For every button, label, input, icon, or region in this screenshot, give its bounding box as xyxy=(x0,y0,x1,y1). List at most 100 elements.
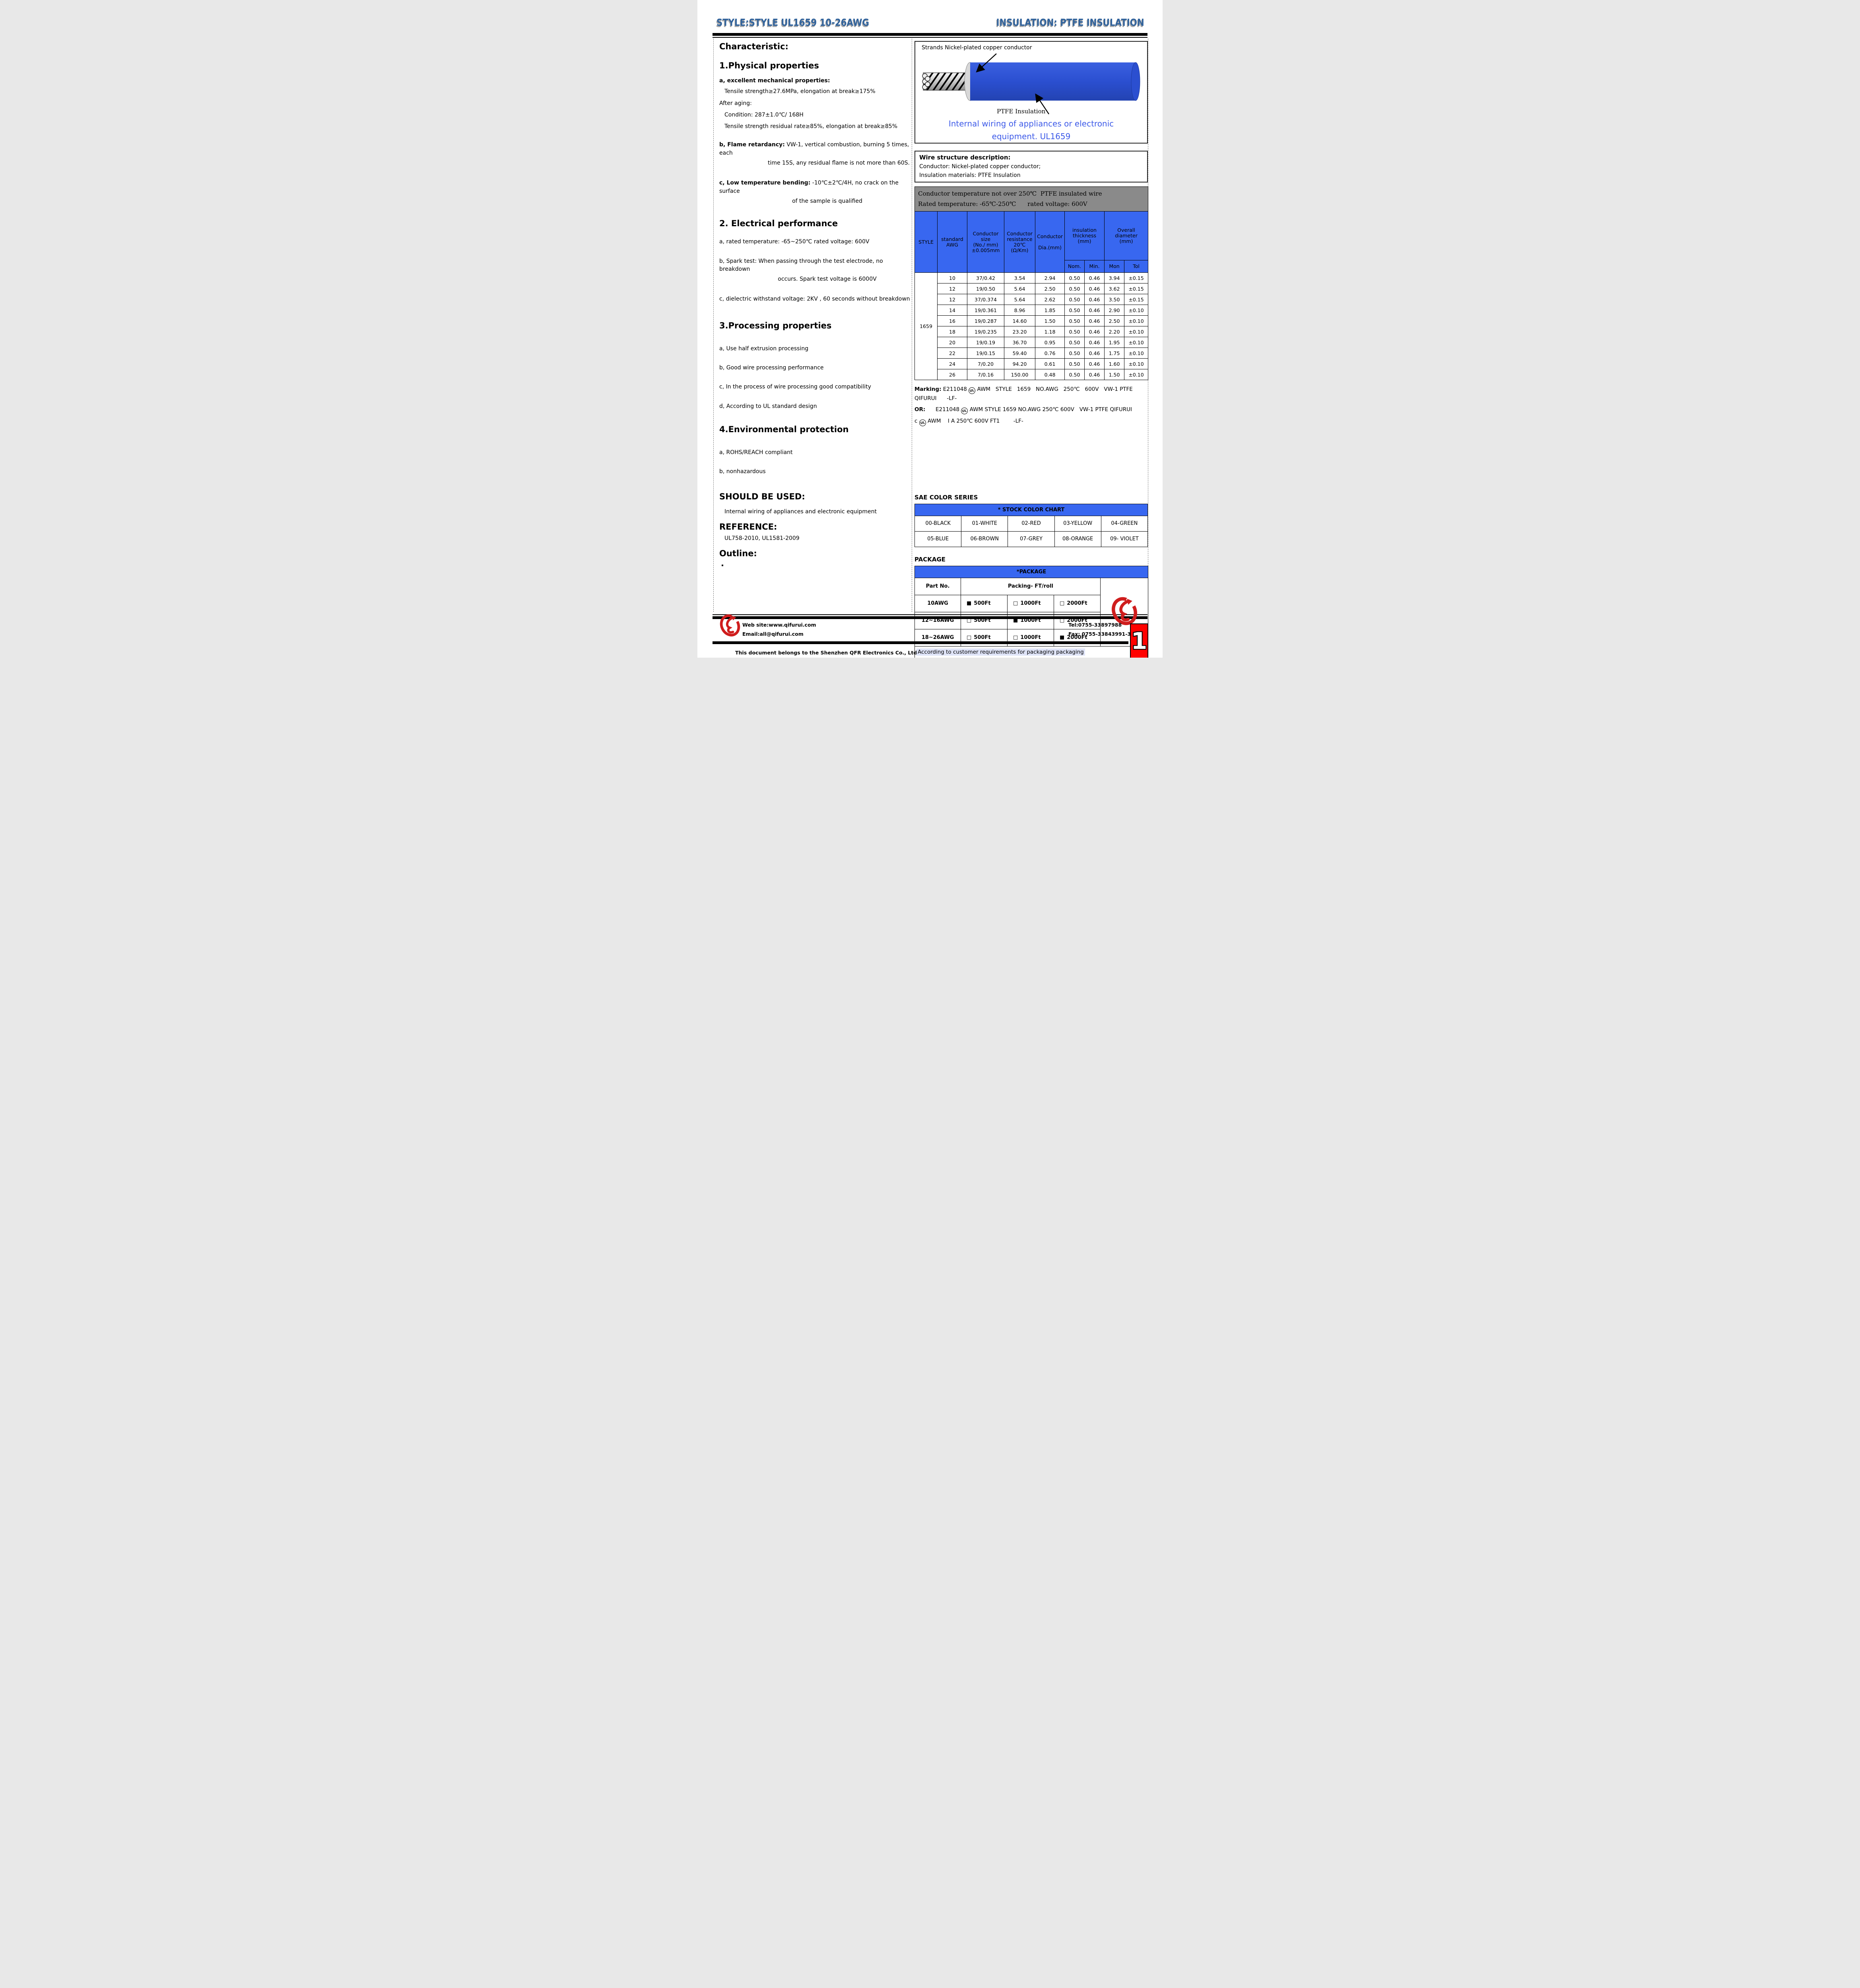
environmental-protection-title: 4.Environmental protection xyxy=(719,424,849,434)
structure-conductor: Conductor: Nickel-plated copper conducto… xyxy=(919,163,1041,170)
wire-structure-box: Wire structure description: Conductor: N… xyxy=(914,151,1148,182)
spec-row: 16 19/0.287 14.60 1.50 0.50 0.46 2.50 ±0.10 xyxy=(915,315,1149,326)
outline-period xyxy=(722,565,723,567)
col-resistance: Conductor resistance 20℃ (Ω/Km) xyxy=(1004,211,1035,273)
left-column: Characteristic: 1.Physical properties a,… xyxy=(714,38,911,567)
qfr-logo xyxy=(1111,597,1137,625)
email-link[interactable]: Email:all@qifurui.com xyxy=(742,631,804,637)
color-row-1: 00-BLACK 01-WHITE 02-RED 03-YELLOW 04-GREEN xyxy=(914,515,1148,532)
website-link[interactable]: Web site:www.qifurui.com xyxy=(742,622,816,628)
spec-row: 12 37/0.374 5.64 2.62 0.50 0.46 3.50 ±0.15 xyxy=(915,294,1149,305)
spec-row: 14 19/0.361 8.96 1.85 0.50 0.46 2.90 ±0.10 xyxy=(915,305,1149,316)
marking-section: Marking: E211048 UL AWM STYLE 1659 NO.AW… xyxy=(914,385,1148,427)
col-dia: Conductor Dia.(mm) xyxy=(1035,211,1065,273)
electrical-performance-title: 2. Electrical performance xyxy=(719,219,838,229)
conductor-arrow xyxy=(976,53,997,73)
package-heading: PACKAGE xyxy=(914,555,946,563)
page-title-left: STYLE:STYLE UL1659 10-26AWG xyxy=(716,17,870,28)
col-size: Conductor size (No./ mm) ±0.005mm xyxy=(967,211,1004,273)
checkbox-empty-icon: □ xyxy=(1013,635,1018,641)
rated-temp-line: a, rated temperature: -65~250℃ rated vol… xyxy=(719,239,870,245)
stock-color-chart: * STOCK COLOR CHART 00-BLACK 01-WHITE 02-R… xyxy=(914,503,1148,547)
header-bar: STYLE:STYLE UL1659 10-26AWG INSULATION: … xyxy=(697,0,1163,28)
checkbox-empty-icon: □ xyxy=(1060,617,1065,624)
insulation-arrow xyxy=(1035,93,1049,115)
band-line1: Conductor temperature not over 250℃ PTFE… xyxy=(918,190,1102,197)
flame-retardancy-line: b, Flame retardancy: VW-1, vertical comb… xyxy=(719,142,909,156)
marking-line1: Marking: E211048 UL AWM STYLE 1659 NO.AW… xyxy=(914,386,1133,402)
package-note: According to customer requirements for p… xyxy=(914,646,1148,658)
characteristic-title: Characteristic: xyxy=(719,42,788,51)
spec-row: 26 7/0.16 150.00 0.48 0.50 0.46 1.50 ±0.10 xyxy=(915,369,1149,380)
spec-row: 12 19/0.50 5.64 2.50 0.50 0.46 3.62 ±0.15 xyxy=(915,283,1149,294)
spark-test-line2: occurs. Spark test voltage is 6000V xyxy=(778,276,877,283)
col-tol: Tol xyxy=(1124,260,1149,273)
col-mon: Mon xyxy=(1104,260,1124,273)
ul-mark-icon: UL xyxy=(918,419,926,427)
reference-text: UL758-2010, UL1581-2009 xyxy=(724,535,800,542)
environment-a: a, ROHS/REACH compliant xyxy=(719,449,793,456)
checkbox-checked-icon: ■ xyxy=(1060,635,1065,641)
checkbox-empty-icon: □ xyxy=(1013,600,1018,607)
ul-mark-icon: UL xyxy=(968,386,976,395)
flame-retardancy-line2: time 15S, any residual flame is not more… xyxy=(767,160,910,167)
col-packing: Packing- FT/roll xyxy=(961,577,1101,595)
col-part-no: Part No. xyxy=(914,577,961,595)
package-row-10awg: 10AWG ■ 500Ft □ 1000Ft □ 2000Ft xyxy=(914,594,1148,612)
spec-row: 1659 10 37/0.42 3.54 2.94 0.50 0.46 3.94 ±0.15 xyxy=(914,272,1149,380)
page-title-right: INSULATION: PTFE INSULATION xyxy=(996,17,1144,28)
marking-line3: c UL AWM I A 250℃ 600V FT1 -LF- xyxy=(914,417,1148,427)
sae-color-series-heading: SAE COLOR SERIES xyxy=(914,493,978,501)
lowtemp-line2: of the sample is qualified xyxy=(792,198,862,204)
col-awg: standard AWG xyxy=(937,211,967,273)
processing-c: c, In the process of wire processing goo… xyxy=(719,384,871,390)
mech-properties-label: a, excellent mechanical properties: xyxy=(719,78,830,84)
strand-ends xyxy=(922,73,930,90)
package-table-title: *PACKAGE xyxy=(914,565,1148,578)
col-insulation: insulation thickness (mm) xyxy=(1064,211,1105,260)
header-rule-thin xyxy=(713,37,1147,38)
structure-title: Wire structure description: xyxy=(919,154,1011,161)
spec-table: Conductor temperature not over 250℃ PTFE… xyxy=(914,186,1149,380)
page-number: 1 xyxy=(1131,627,1147,654)
col-min: Min. xyxy=(1084,260,1105,273)
wire-diagram xyxy=(922,53,1140,115)
spec-row: 18 19/0.235 23.20 1.18 0.50 0.46 2.20 ±0.10 xyxy=(915,326,1149,337)
spec-row: 24 7/0.20 94.20 0.61 0.50 0.46 1.60 ±0.10 xyxy=(915,358,1149,369)
insulation-label: PTFE Insulation xyxy=(997,108,1046,115)
conductor-label: Strands Nickel-plated copper conductor xyxy=(922,45,1032,51)
checkbox-empty-icon: □ xyxy=(1060,600,1065,607)
package-table: *PACKAGE Part No. Packing- FT/roll 10AWG xyxy=(914,565,1148,658)
condition-line: Condition: 287±1.0℃/ 168H xyxy=(724,111,804,118)
spark-test-line: b, Spark test: When passing through the … xyxy=(719,258,883,272)
left-dashed-border xyxy=(713,39,714,612)
band-line2: Rated temperature: -65℃-250℃ rated volta… xyxy=(918,200,1087,208)
after-aging-line: After aging: xyxy=(719,100,752,107)
checkbox-empty-icon: □ xyxy=(967,635,972,641)
wire-illustration-box: Strands Nickel-plated copper conductor xyxy=(914,41,1148,144)
stock-color-chart-title: * STOCK COLOR CHART xyxy=(914,503,1148,516)
page-number-badge: 1 xyxy=(1130,623,1148,658)
package-row-12-16awg: 12~16AWG □ 500Ft ■ 1000Ft □ 2000Ft xyxy=(914,612,1148,629)
checkbox-empty-icon: □ xyxy=(967,617,972,624)
residual-line: Tensile strength residual rate≥85%, elon… xyxy=(724,123,897,130)
qfr-logo xyxy=(720,614,740,637)
fax-number: Fax: 0755-33843991-3 xyxy=(1068,631,1131,637)
wire-caption: Internal wiring of appliances or electro… xyxy=(948,119,1114,141)
physical-properties-title: 1.Physical properties xyxy=(719,61,819,70)
processing-d: d, According to UL standard design xyxy=(719,403,817,410)
processing-a: a, Use half extrusion processing xyxy=(719,345,809,352)
tel-number: Tel:0755-33897988 xyxy=(1068,622,1122,628)
spec-table-wrap: Conductor temperature not over 250℃ PTFE… xyxy=(914,186,1149,380)
spec-row: 22 19/0.15 59.40 0.76 0.50 0.46 1.75 ±0.10 xyxy=(915,348,1149,359)
style-value: 1659 xyxy=(914,272,938,380)
tensile-line: Tensile strength≥27.6MPa, elongation at … xyxy=(724,88,876,95)
lowtemp-line: c, Low temperature bending: -10℃±2℃/4H, … xyxy=(719,180,899,194)
ul-mark-icon: UL xyxy=(961,407,969,415)
processing-properties-title: 3.Processing properties xyxy=(719,320,832,330)
reference-title: REFERENCE: xyxy=(719,522,777,532)
content-area: Characteristic: 1.Physical properties a,… xyxy=(697,38,1163,658)
outline-title: Outline: xyxy=(719,549,757,559)
marking-line2: OR: E211048 UL AWM STYLE 1659 NO.AWG 250… xyxy=(914,405,1148,415)
col-nom: Nom. xyxy=(1064,260,1085,273)
